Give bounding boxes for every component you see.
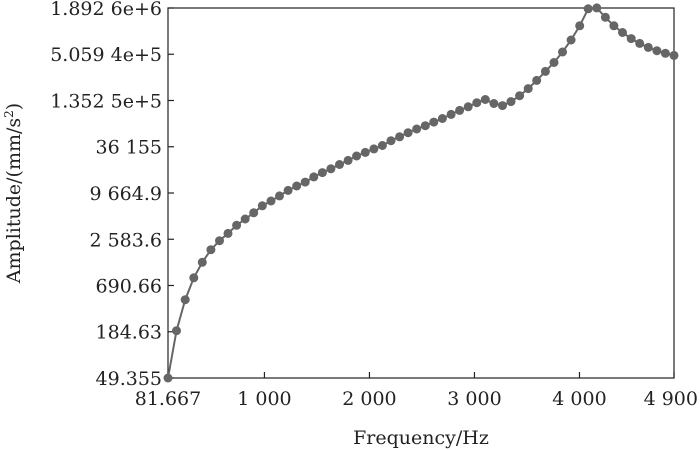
- data-point: [635, 38, 645, 48]
- data-point: [215, 236, 224, 246]
- data-point: [395, 132, 405, 142]
- series-line: [167, 6, 675, 379]
- data-point: [300, 177, 310, 187]
- y-tick-label: 690.66: [96, 275, 162, 297]
- x-tick-label: 4 900: [644, 388, 698, 410]
- y-tick-label: 2 583.6: [89, 229, 162, 251]
- data-point: [463, 102, 473, 112]
- data-point: [669, 50, 679, 60]
- data-point: [549, 58, 559, 67]
- data-point: [189, 273, 199, 283]
- y-axis-label-superscript: 2: [2, 110, 16, 118]
- data-point: [223, 228, 233, 238]
- data-point: [583, 4, 593, 14]
- data-point: [283, 185, 293, 195]
- data-point: [197, 257, 207, 267]
- data-point: [343, 155, 353, 165]
- y-axis-label-tail: ): [3, 103, 25, 110]
- data-point: [292, 181, 302, 191]
- data-point: [523, 84, 533, 94]
- data-point: [403, 128, 413, 138]
- x-axis-ticks: 81.667 1 000 2 000 3 000 4 000 4 900: [135, 372, 698, 410]
- data-point: [558, 47, 567, 57]
- data-point: [335, 160, 344, 169]
- data-point: [489, 99, 499, 108]
- data-point: [600, 12, 610, 22]
- y-tick-label: 36 155: [96, 137, 162, 159]
- x-tick-label: 2 000: [342, 388, 396, 410]
- data-point: [240, 214, 250, 224]
- data-point: [446, 109, 456, 119]
- data-point: [609, 21, 619, 31]
- data-point: [540, 66, 550, 76]
- y-tick-label: 5.059 4e+5: [50, 44, 162, 66]
- y-tick-label: 49.355: [96, 368, 162, 390]
- data-point: [309, 172, 319, 182]
- data-point: [180, 295, 190, 305]
- y-axis-label: Amplitude/(mm/s2): [2, 103, 25, 284]
- data-point: [566, 35, 576, 45]
- data-point: [455, 105, 465, 115]
- data-point: [429, 117, 439, 127]
- y-axis-label-main: Amplitude/(mm/s: [3, 118, 25, 284]
- data-point: [369, 144, 379, 154]
- y-axis-ticks: 49.355 184.63 690.66 2 583.6 9 664.9 36 155 1.…: [50, 0, 174, 390]
- data-point: [437, 114, 447, 123]
- data-point: [326, 164, 336, 174]
- data-point: [652, 46, 662, 56]
- data-point: [257, 201, 267, 211]
- data-point: [412, 124, 422, 134]
- data-point: [472, 98, 482, 108]
- y-tick-label: 1.352 5e+5: [50, 90, 162, 112]
- data-point: [206, 245, 216, 255]
- data-point: [643, 42, 653, 52]
- y-tick-label: 184.63: [96, 322, 162, 344]
- y-tick-label: 1.892 6e+6: [50, 0, 162, 20]
- data-point: [480, 95, 490, 104]
- data-point: [163, 373, 173, 383]
- plot-frame: [167, 7, 675, 379]
- x-tick-label: 81.667: [135, 388, 201, 410]
- data-point: [377, 141, 387, 150]
- data-point: [352, 151, 362, 161]
- data-point: [232, 220, 242, 230]
- data-point: [386, 136, 396, 146]
- data-point: [618, 28, 627, 37]
- data-point: [266, 196, 276, 206]
- data-point: [172, 326, 181, 336]
- data-point: [626, 34, 636, 44]
- x-tick-label: 3 000: [447, 388, 501, 410]
- x-axis-label: Frequency/Hz: [353, 427, 489, 449]
- data-point: [317, 168, 327, 178]
- data-point: [249, 208, 259, 218]
- data-point: [575, 21, 585, 31]
- data-point: [498, 101, 507, 111]
- data-point: [420, 121, 430, 131]
- x-tick-label: 4 000: [552, 388, 606, 410]
- data-point: [532, 75, 542, 85]
- data-point: [275, 191, 284, 201]
- x-tick-label: 1 000: [237, 388, 291, 410]
- data-markers: [163, 3, 679, 383]
- data-point: [506, 97, 516, 107]
- y-tick-label: 9 664.9: [89, 183, 162, 205]
- data-point: [592, 3, 602, 13]
- data-point: [660, 48, 670, 58]
- data-point: [360, 147, 370, 157]
- data-point: [515, 91, 525, 101]
